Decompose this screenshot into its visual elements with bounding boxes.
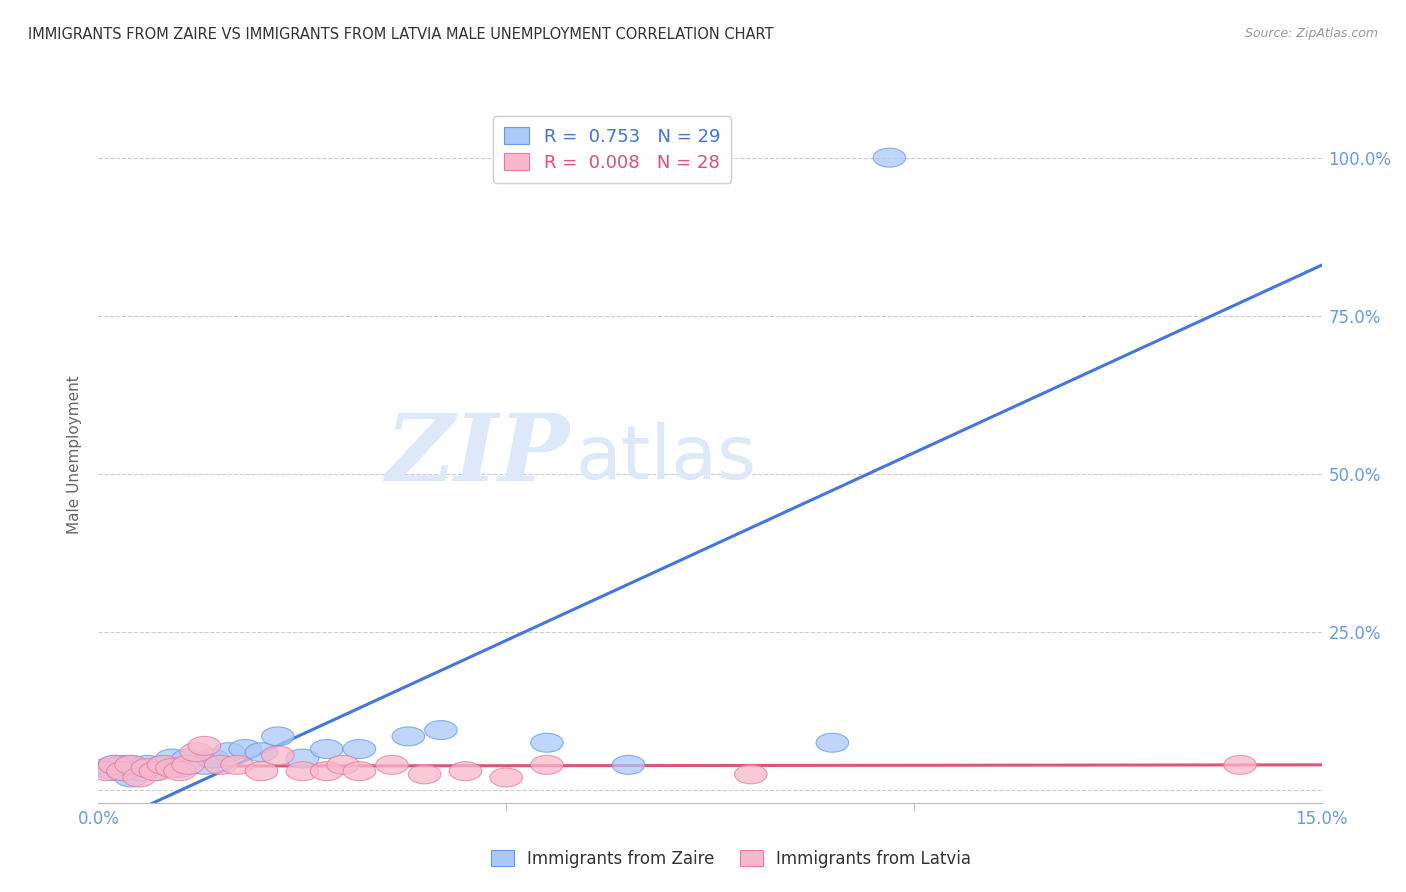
Ellipse shape (326, 756, 360, 774)
Text: IMMIGRANTS FROM ZAIRE VS IMMIGRANTS FROM LATVIA MALE UNEMPLOYMENT CORRELATION CH: IMMIGRANTS FROM ZAIRE VS IMMIGRANTS FROM… (28, 27, 773, 42)
Ellipse shape (311, 762, 343, 780)
Ellipse shape (90, 758, 122, 778)
Ellipse shape (172, 749, 204, 768)
Ellipse shape (815, 733, 849, 752)
Ellipse shape (343, 739, 375, 758)
Ellipse shape (285, 762, 319, 780)
Ellipse shape (156, 749, 188, 768)
Ellipse shape (188, 737, 221, 756)
Ellipse shape (285, 749, 319, 768)
Ellipse shape (530, 733, 564, 752)
Ellipse shape (245, 743, 278, 762)
Ellipse shape (375, 756, 408, 774)
Ellipse shape (122, 762, 156, 780)
Ellipse shape (873, 148, 905, 167)
Ellipse shape (408, 764, 441, 784)
Ellipse shape (489, 768, 523, 787)
Ellipse shape (188, 756, 221, 774)
Ellipse shape (311, 739, 343, 758)
Ellipse shape (180, 743, 212, 762)
Text: atlas: atlas (575, 422, 756, 495)
Ellipse shape (1223, 756, 1257, 774)
Legend: Immigrants from Zaire, Immigrants from Latvia: Immigrants from Zaire, Immigrants from L… (484, 844, 979, 875)
Ellipse shape (197, 749, 229, 768)
Ellipse shape (107, 756, 139, 774)
Ellipse shape (139, 762, 172, 780)
Text: Source: ZipAtlas.com: Source: ZipAtlas.com (1244, 27, 1378, 40)
Ellipse shape (163, 758, 197, 778)
Ellipse shape (131, 756, 163, 774)
Ellipse shape (172, 756, 204, 774)
Ellipse shape (131, 758, 163, 778)
Ellipse shape (163, 762, 197, 780)
Ellipse shape (212, 743, 245, 762)
Ellipse shape (449, 762, 482, 780)
Ellipse shape (343, 762, 375, 780)
Ellipse shape (90, 762, 122, 780)
Legend: R =  0.753   N = 29, R =  0.008   N = 28: R = 0.753 N = 29, R = 0.008 N = 28 (494, 116, 731, 183)
Ellipse shape (392, 727, 425, 746)
Ellipse shape (612, 756, 645, 774)
Ellipse shape (425, 721, 457, 739)
Y-axis label: Male Unemployment: Male Unemployment (67, 376, 83, 534)
Text: ZIP: ZIP (385, 410, 569, 500)
Ellipse shape (122, 768, 156, 787)
Ellipse shape (221, 756, 253, 774)
Ellipse shape (530, 756, 564, 774)
Ellipse shape (204, 756, 238, 774)
Ellipse shape (139, 762, 172, 780)
Ellipse shape (98, 762, 131, 780)
Ellipse shape (262, 727, 294, 746)
Ellipse shape (107, 762, 139, 780)
Ellipse shape (262, 746, 294, 764)
Ellipse shape (156, 758, 188, 778)
Ellipse shape (98, 756, 131, 774)
Ellipse shape (115, 756, 148, 774)
Ellipse shape (229, 739, 262, 758)
Ellipse shape (115, 768, 148, 787)
Ellipse shape (734, 764, 768, 784)
Ellipse shape (98, 756, 131, 774)
Ellipse shape (115, 756, 148, 774)
Ellipse shape (148, 756, 180, 774)
Ellipse shape (107, 762, 139, 780)
Ellipse shape (148, 756, 180, 774)
Ellipse shape (245, 762, 278, 780)
